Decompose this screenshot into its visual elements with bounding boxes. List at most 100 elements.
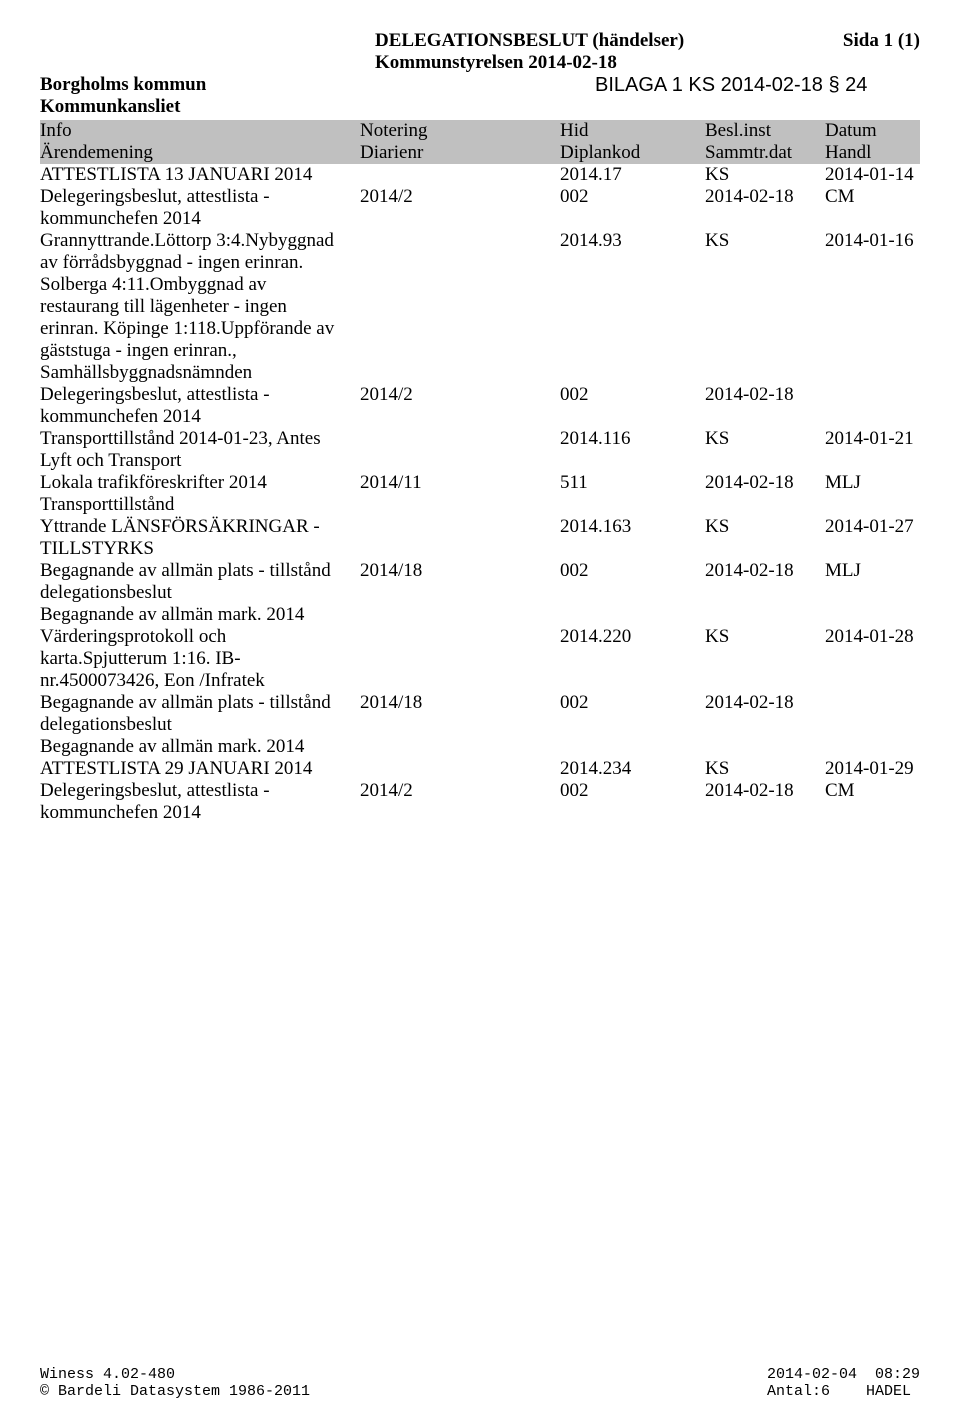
cell-c3: 002 — [560, 780, 705, 824]
cell-c4: KS — [705, 164, 825, 186]
cell-c2 — [360, 230, 560, 384]
cell-c5: 2014-01-29 — [825, 758, 920, 780]
cell-c2: 2014/2 — [360, 384, 560, 428]
cell-c1: Begagnande av allmän plats - tillstånd d… — [40, 560, 360, 626]
page-number: Sida 1 (1) — [843, 30, 920, 52]
cell-c2 — [360, 428, 560, 472]
header-block: DELEGATIONSBESLUT (händelser) Sida 1 (1)… — [40, 30, 920, 118]
table-row: Delegeringsbeslut, attestlista - kommunc… — [40, 186, 920, 230]
cell-c4: 2014-02-18 — [705, 384, 825, 428]
cell-c1: Yttrande LÄNSFÖRSÄKRINGAR - TILLSTYRKS — [40, 516, 360, 560]
column-header-2: Ärendemening Diarienr Diplankod Sammtr.d… — [40, 142, 920, 164]
cell-c2: 2014/18 — [360, 560, 560, 626]
col-hid: Hid — [560, 120, 705, 142]
table-row: ATTESTLISTA 13 JANUARI 2014 2014.17KS2014… — [40, 164, 920, 186]
cell-c5: 2014-01-28 — [825, 626, 920, 692]
table-row: ATTESTLISTA 29 JANUARI 2014 2014.234KS201… — [40, 758, 920, 780]
subtitle-row: Kommunstyrelsen 2014-02-18 — [40, 52, 920, 74]
cell-c4: 2014-02-18 — [705, 780, 825, 824]
column-header: Info Notering Hid Besl.inst Datum — [40, 120, 920, 142]
cell-c2: 2014/2 — [360, 780, 560, 824]
cell-c1: Begagnande av allmän plats - tillstånd d… — [40, 692, 360, 758]
page: DELEGATIONSBESLUT (händelser) Sida 1 (1)… — [0, 0, 960, 854]
cell-c1: Delegeringsbeslut, attestlista - kommunc… — [40, 186, 360, 230]
table-row: Transporttillstånd 2014-01-23, Antes Lyf… — [40, 428, 920, 472]
cell-c2 — [360, 626, 560, 692]
col-handl: Handl — [825, 142, 920, 164]
cell-c4: KS — [705, 428, 825, 472]
cell-c1: ATTESTLISTA 29 JANUARI 2014 — [40, 758, 360, 780]
table-row: Yttrande LÄNSFÖRSÄKRINGAR - TILLSTYRKS 20… — [40, 516, 920, 560]
cell-c3: 002 — [560, 560, 705, 626]
cell-c5 — [825, 384, 920, 428]
cell-c5: CM — [825, 780, 920, 824]
cell-c1: Lokala trafikföreskrifter 2014 Transport… — [40, 472, 360, 516]
cell-c3: 2014.163 — [560, 516, 705, 560]
cell-c3: 2014.234 — [560, 758, 705, 780]
org-dept: Kommunkansliet — [40, 96, 180, 118]
cell-c1: Delegeringsbeslut, attestlista - kommunc… — [40, 780, 360, 824]
rows-container: ATTESTLISTA 13 JANUARI 20142014.17KS2014… — [40, 164, 920, 824]
col-diarienr: Diarienr — [360, 142, 560, 164]
cell-c3: 2014.17 — [560, 164, 705, 186]
col-datum: Datum — [825, 120, 920, 142]
cell-c4: KS — [705, 758, 825, 780]
col-arendemening: Ärendemening — [40, 142, 360, 164]
cell-c5: 2014-01-16 — [825, 230, 920, 384]
bilaga-label: BILAGA 1 KS 2014-02-18 § 24 — [595, 74, 867, 97]
table-row: Lokala trafikföreskrifter 2014 Transport… — [40, 472, 920, 516]
table-row: Delegeringsbeslut, attestlista - kommunc… — [40, 384, 920, 428]
doc-title: DELEGATIONSBESLUT (händelser) — [375, 30, 684, 52]
title-row: DELEGATIONSBESLUT (händelser) Sida 1 (1) — [40, 30, 920, 52]
cell-c3: 2014.116 — [560, 428, 705, 472]
table-row: Grannyttrande.Löttorp 3:4.Nybyggnad av f… — [40, 230, 920, 384]
footer: Winess 4.02-480 © Bardeli Datasystem 198… — [40, 1366, 920, 1401]
org-row-2: Kommunkansliet — [40, 96, 920, 118]
cell-c2 — [360, 516, 560, 560]
table-row: Begagnande av allmän plats - tillstånd d… — [40, 692, 920, 758]
cell-c4: 2014-02-18 — [705, 186, 825, 230]
cell-c2: 2014/2 — [360, 186, 560, 230]
cell-c1: Delegeringsbeslut, attestlista - kommunc… — [40, 384, 360, 428]
cell-c4: 2014-02-18 — [705, 472, 825, 516]
cell-c4: 2014-02-18 — [705, 560, 825, 626]
cell-c2: 2014/18 — [360, 692, 560, 758]
cell-c2 — [360, 758, 560, 780]
col-diplankod: Diplankod — [560, 142, 705, 164]
cell-c3: 002 — [560, 186, 705, 230]
cell-c5: 2014-01-27 — [825, 516, 920, 560]
table-row: Begagnande av allmän plats - tillstånd d… — [40, 560, 920, 626]
cell-c1: Transporttillstånd 2014-01-23, Antes Lyf… — [40, 428, 360, 472]
cell-c4: KS — [705, 230, 825, 384]
cell-c5: 2014-01-14 — [825, 164, 920, 186]
cell-c2: 2014/11 — [360, 472, 560, 516]
cell-c2 — [360, 164, 560, 186]
footer-right: 2014-02-04 08:29 Antal:6 HADEL — [767, 1366, 920, 1401]
cell-c4: 2014-02-18 — [705, 692, 825, 758]
cell-c4: KS — [705, 516, 825, 560]
cell-c3: 002 — [560, 692, 705, 758]
cell-c1: ATTESTLISTA 13 JANUARI 2014 — [40, 164, 360, 186]
org-name: Borgholms kommun — [40, 74, 206, 96]
col-beslinst: Besl.inst — [705, 120, 825, 142]
footer-left: Winess 4.02-480 © Bardeli Datasystem 198… — [40, 1366, 310, 1401]
cell-c5: 2014-01-21 — [825, 428, 920, 472]
col-sammtrdat: Sammtr.dat — [705, 142, 825, 164]
cell-c3: 2014.220 — [560, 626, 705, 692]
cell-c5: MLJ — [825, 560, 920, 626]
table-row: Delegeringsbeslut, attestlista - kommunc… — [40, 780, 920, 824]
table-row: Värderingsprotokoll och karta.Spjutterum… — [40, 626, 920, 692]
cell-c5: CM — [825, 186, 920, 230]
cell-c5: MLJ — [825, 472, 920, 516]
cell-c1: Grannyttrande.Löttorp 3:4.Nybyggnad av f… — [40, 230, 360, 384]
col-notering: Notering — [360, 120, 560, 142]
col-info: Info — [40, 120, 360, 142]
cell-c4: KS — [705, 626, 825, 692]
cell-c3: 511 — [560, 472, 705, 516]
org-row-1: Borgholms kommun BILAGA 1 KS 2014-02-18 … — [40, 74, 920, 96]
cell-c5 — [825, 692, 920, 758]
cell-c1: Värderingsprotokoll och karta.Spjutterum… — [40, 626, 360, 692]
doc-subtitle: Kommunstyrelsen 2014-02-18 — [375, 52, 617, 74]
cell-c3: 002 — [560, 384, 705, 428]
cell-c3: 2014.93 — [560, 230, 705, 384]
